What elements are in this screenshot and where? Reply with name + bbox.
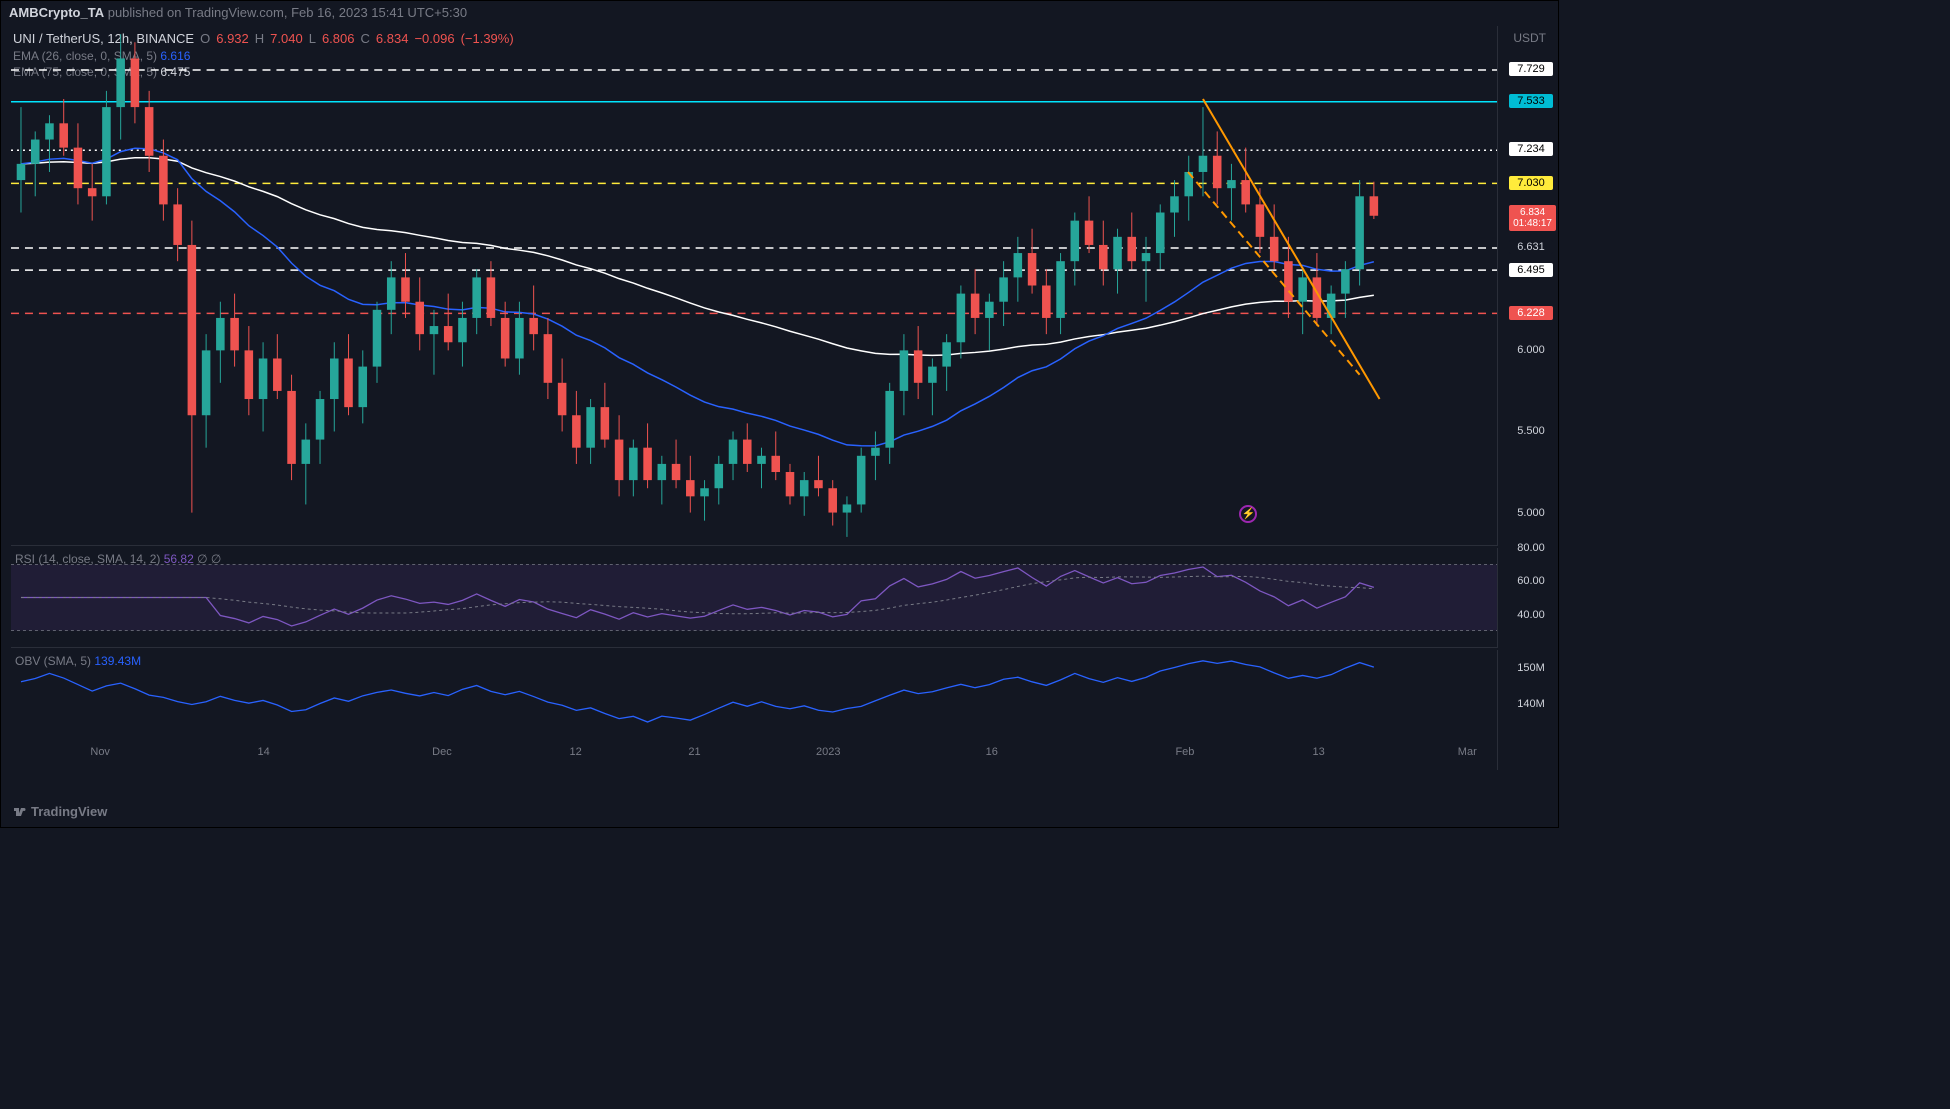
price-tick-label: 5.000 [1509,506,1553,520]
price-level-label: 7.729 [1509,62,1553,76]
main-chart-svg[interactable] [11,26,1497,545]
time-tick: 14 [257,746,269,758]
main-pane[interactable]: ⚡ [11,26,1498,546]
current-price: 6.834 [1513,207,1552,218]
countdown: 01:48:17 [1513,218,1552,229]
chart-container: AMBCrypto_TA published on TradingView.co… [0,0,1559,828]
price-level-label: 7.533 [1509,94,1553,108]
price-level-label: 6.495 [1509,263,1553,277]
time-tick: 2023 [816,746,840,758]
time-tick: 13 [1313,746,1325,758]
obv-value: 139.43M [94,654,141,668]
tradingview-watermark: TradingView [13,804,107,819]
price-level-label: 6.631 [1509,240,1553,254]
price-level-label: 7.234 [1509,142,1553,156]
rsi-tick: 60.00 [1509,574,1553,588]
time-tick: 21 [688,746,700,758]
price-tick-label: 5.500 [1509,424,1553,438]
publish-timestamp: Feb 16, 2023 15:41 UTC+5:30 [291,5,467,20]
rsi-tick: 80.00 [1509,541,1553,555]
obv-tick: 150M [1509,661,1553,675]
published-on: published on TradingView.com, [108,5,288,20]
price-tick-label: 6.000 [1509,343,1553,357]
obv-yaxis[interactable]: 150M 140M [1498,650,1558,740]
watermark-text: TradingView [31,804,107,819]
rsi-pane[interactable]: RSI (14, close, SMA, 14, 2) 56.82 ∅ ∅ [11,548,1498,648]
obv-legend[interactable]: OBV (SMA, 5) 139.43M [15,654,141,668]
rsi-tick: 40.00 [1509,608,1553,622]
obv-svg[interactable] [11,650,1497,740]
obv-tick: 140M [1509,697,1553,711]
flash-icon[interactable]: ⚡ [1239,505,1257,523]
time-tick: Mar [1458,746,1477,758]
rsi-yaxis[interactable]: 80.0060.0040.00 [1498,548,1558,648]
tradingview-logo-icon [13,805,27,819]
time-tick: 12 [570,746,582,758]
time-tick: 16 [986,746,998,758]
author-name: AMBCrypto_TA [9,5,104,20]
rsi-svg[interactable] [11,548,1497,647]
main-yaxis[interactable]: 7.729 7.533 7.234 7.030 6.631 6.495 6.228 5.000… [1498,26,1558,546]
rsi-label: RSI (14, close, SMA, 14, 2) [15,552,160,566]
price-level-label: 7.030 [1509,176,1553,190]
obv-pane[interactable]: OBV (SMA, 5) 139.43M [11,650,1498,740]
obv-label: OBV (SMA, 5) [15,654,91,668]
rsi-legend[interactable]: RSI (14, close, SMA, 14, 2) 56.82 ∅ ∅ [15,552,221,566]
time-tick: Nov [90,746,110,758]
time-tick: Dec [432,746,452,758]
time-tick: Feb [1175,746,1194,758]
price-level-label: 6.228 [1509,306,1553,320]
price-countdown-box: 6.83401:48:17 [1509,205,1556,231]
rsi-value: 56.82 [164,552,194,566]
publish-header: AMBCrypto_TA published on TradingView.co… [9,5,467,20]
time-axis[interactable]: Nov 14 Dec 12 21 2023 16 Feb 13 Mar [11,740,1498,770]
rsi-empty: ∅ ∅ [197,552,221,566]
